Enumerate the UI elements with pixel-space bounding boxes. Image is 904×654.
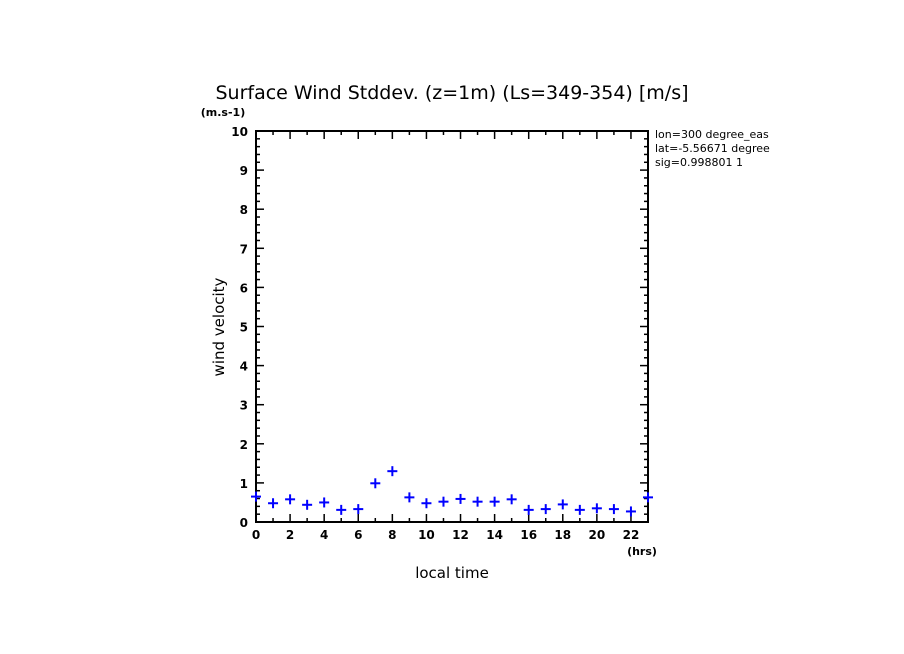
data-point	[319, 497, 330, 508]
y-tick-label: 2	[240, 438, 248, 452]
y-tick-label: 0	[240, 516, 248, 530]
y-tick-label: 3	[240, 399, 248, 413]
y-tick-label: 5	[240, 321, 248, 335]
x-tick-label: 0	[252, 528, 260, 542]
data-point	[472, 496, 483, 507]
x-tick-label: 14	[486, 528, 503, 542]
data-point	[489, 496, 500, 507]
annotation-lat: lat=-5.56671 degree	[655, 142, 770, 155]
x-tick-label: 10	[418, 528, 435, 542]
x-tick-label: 22	[623, 528, 640, 542]
y-tick-label: 1	[240, 477, 248, 491]
y-tick-label: 6	[240, 281, 248, 295]
y-unit-label: (m.s-1)	[201, 106, 245, 119]
y-tick-label: 7	[240, 242, 248, 256]
data-point	[643, 492, 653, 503]
data-point	[268, 498, 279, 509]
annotation-clip	[779, 128, 819, 173]
x-tick-label: 12	[452, 528, 469, 542]
x-tick-label: 16	[520, 528, 537, 542]
data-point	[302, 499, 313, 510]
data-point	[455, 493, 466, 504]
data-point	[506, 494, 517, 505]
x-tick-label: 2	[286, 528, 294, 542]
data-point	[387, 466, 398, 477]
x-axis-label: local time	[415, 564, 489, 582]
x-tick-label: 8	[388, 528, 396, 542]
data-point	[421, 498, 432, 509]
data-point	[625, 506, 636, 517]
y-tick-label: 10	[231, 125, 248, 139]
x-tick-label: 4	[320, 528, 328, 542]
data-point	[336, 504, 347, 515]
data-point	[370, 478, 381, 489]
x-unit-label: (hrs)	[627, 545, 657, 558]
data-point	[591, 503, 602, 514]
x-tick-label: 18	[554, 528, 571, 542]
data-point	[608, 504, 619, 515]
annotation-sig: sig=0.998801 1	[655, 156, 743, 169]
data-point	[251, 491, 261, 502]
data-point	[404, 492, 415, 503]
y-tick-label: 9	[240, 164, 248, 178]
plot-frame	[255, 130, 649, 523]
x-tick-label: 6	[354, 528, 362, 542]
data-point	[540, 504, 551, 515]
annotation-lon: lon=300 degree_eas	[655, 128, 769, 141]
data-point	[574, 504, 585, 515]
data-point	[557, 499, 568, 510]
data-point	[438, 496, 449, 507]
data-point	[523, 504, 534, 515]
data-point	[353, 504, 364, 515]
data-point	[285, 494, 296, 505]
x-tick-label: 20	[589, 528, 606, 542]
y-tick-label: 8	[240, 203, 248, 217]
chart-title: Surface Wind Stddev. (z=1m) (Ls=349-354)…	[215, 82, 688, 104]
y-axis-label: wind velocity	[210, 277, 228, 376]
y-tick-label: 4	[240, 360, 248, 374]
